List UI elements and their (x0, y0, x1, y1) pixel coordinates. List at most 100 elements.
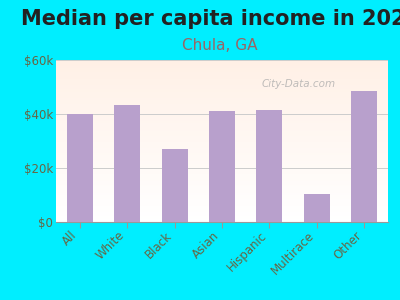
Bar (56, 183, 388, 184)
Bar (56, 85, 388, 86)
Bar (56, 194, 388, 195)
Bar (56, 71, 388, 72)
Bar (56, 73, 388, 74)
Bar (56, 189, 388, 190)
Bar (56, 86, 388, 87)
Bar (56, 131, 388, 132)
Bar (56, 115, 388, 116)
Bar (56, 221, 388, 222)
Bar (56, 117, 388, 118)
Bar (56, 136, 388, 137)
Bar (56, 139, 388, 140)
Bar (56, 213, 388, 214)
Bar (56, 187, 388, 188)
Bar (56, 68, 388, 69)
Bar (56, 171, 388, 172)
Bar (56, 129, 388, 130)
Bar (56, 128, 388, 129)
Bar (56, 119, 388, 120)
Bar (56, 134, 388, 135)
Bar (56, 202, 388, 203)
Bar (56, 132, 388, 133)
Bar (56, 112, 388, 113)
Bar (56, 153, 388, 154)
Bar (304, 194, 330, 222)
Bar (56, 124, 388, 125)
Bar (56, 140, 388, 141)
Bar (56, 205, 388, 206)
Bar (56, 114, 388, 115)
Bar (56, 98, 388, 99)
Bar (56, 168, 388, 169)
Bar (56, 180, 388, 181)
Bar (56, 143, 388, 144)
Bar (56, 157, 388, 158)
Bar (56, 176, 388, 177)
Bar (56, 167, 388, 168)
Bar (56, 184, 388, 185)
Bar (56, 201, 388, 202)
Bar (56, 66, 388, 67)
Bar (56, 72, 388, 73)
Bar (56, 150, 388, 151)
Bar (56, 141, 388, 142)
Bar (56, 192, 388, 193)
Bar (56, 202, 388, 203)
Bar (56, 220, 388, 221)
Bar (56, 159, 388, 160)
Bar (56, 125, 388, 126)
Bar (56, 67, 388, 68)
Bar (56, 122, 388, 123)
Bar (56, 65, 388, 66)
Bar (56, 108, 388, 109)
Bar (56, 148, 388, 149)
Bar (56, 164, 388, 165)
Bar (56, 146, 388, 147)
Bar (56, 186, 388, 187)
Bar (114, 105, 140, 222)
Bar (56, 120, 388, 121)
Bar (56, 95, 388, 96)
Bar (56, 160, 388, 161)
Bar (56, 69, 388, 70)
Bar (56, 107, 388, 108)
Bar (56, 74, 388, 75)
Bar (56, 182, 388, 183)
Text: City-Data.com: City-Data.com (261, 79, 336, 89)
Bar (56, 181, 388, 182)
Bar (56, 118, 388, 119)
Bar (351, 91, 377, 222)
Bar (56, 121, 388, 122)
Bar (56, 127, 388, 128)
Bar (56, 198, 388, 199)
Bar (56, 204, 388, 205)
Bar (56, 161, 388, 162)
Bar (56, 64, 388, 65)
Bar (56, 190, 388, 191)
Bar (56, 188, 388, 189)
Bar (56, 207, 388, 208)
Bar (256, 110, 282, 222)
Bar (56, 61, 388, 62)
Bar (56, 156, 388, 157)
Bar (56, 152, 388, 153)
Bar (56, 113, 388, 114)
Bar (56, 214, 388, 215)
Bar (56, 70, 388, 71)
Bar (56, 162, 388, 163)
Bar (56, 147, 388, 148)
Bar (56, 160, 388, 161)
Bar (56, 142, 388, 143)
Bar (56, 100, 388, 101)
Bar (56, 96, 388, 97)
Bar (56, 215, 388, 216)
Bar (56, 83, 388, 84)
Bar (56, 173, 388, 174)
Bar (56, 94, 388, 95)
Bar (56, 216, 388, 217)
Bar (56, 80, 388, 81)
Bar (56, 185, 388, 186)
Bar (162, 149, 188, 222)
Bar (56, 88, 388, 89)
Bar (56, 165, 388, 166)
